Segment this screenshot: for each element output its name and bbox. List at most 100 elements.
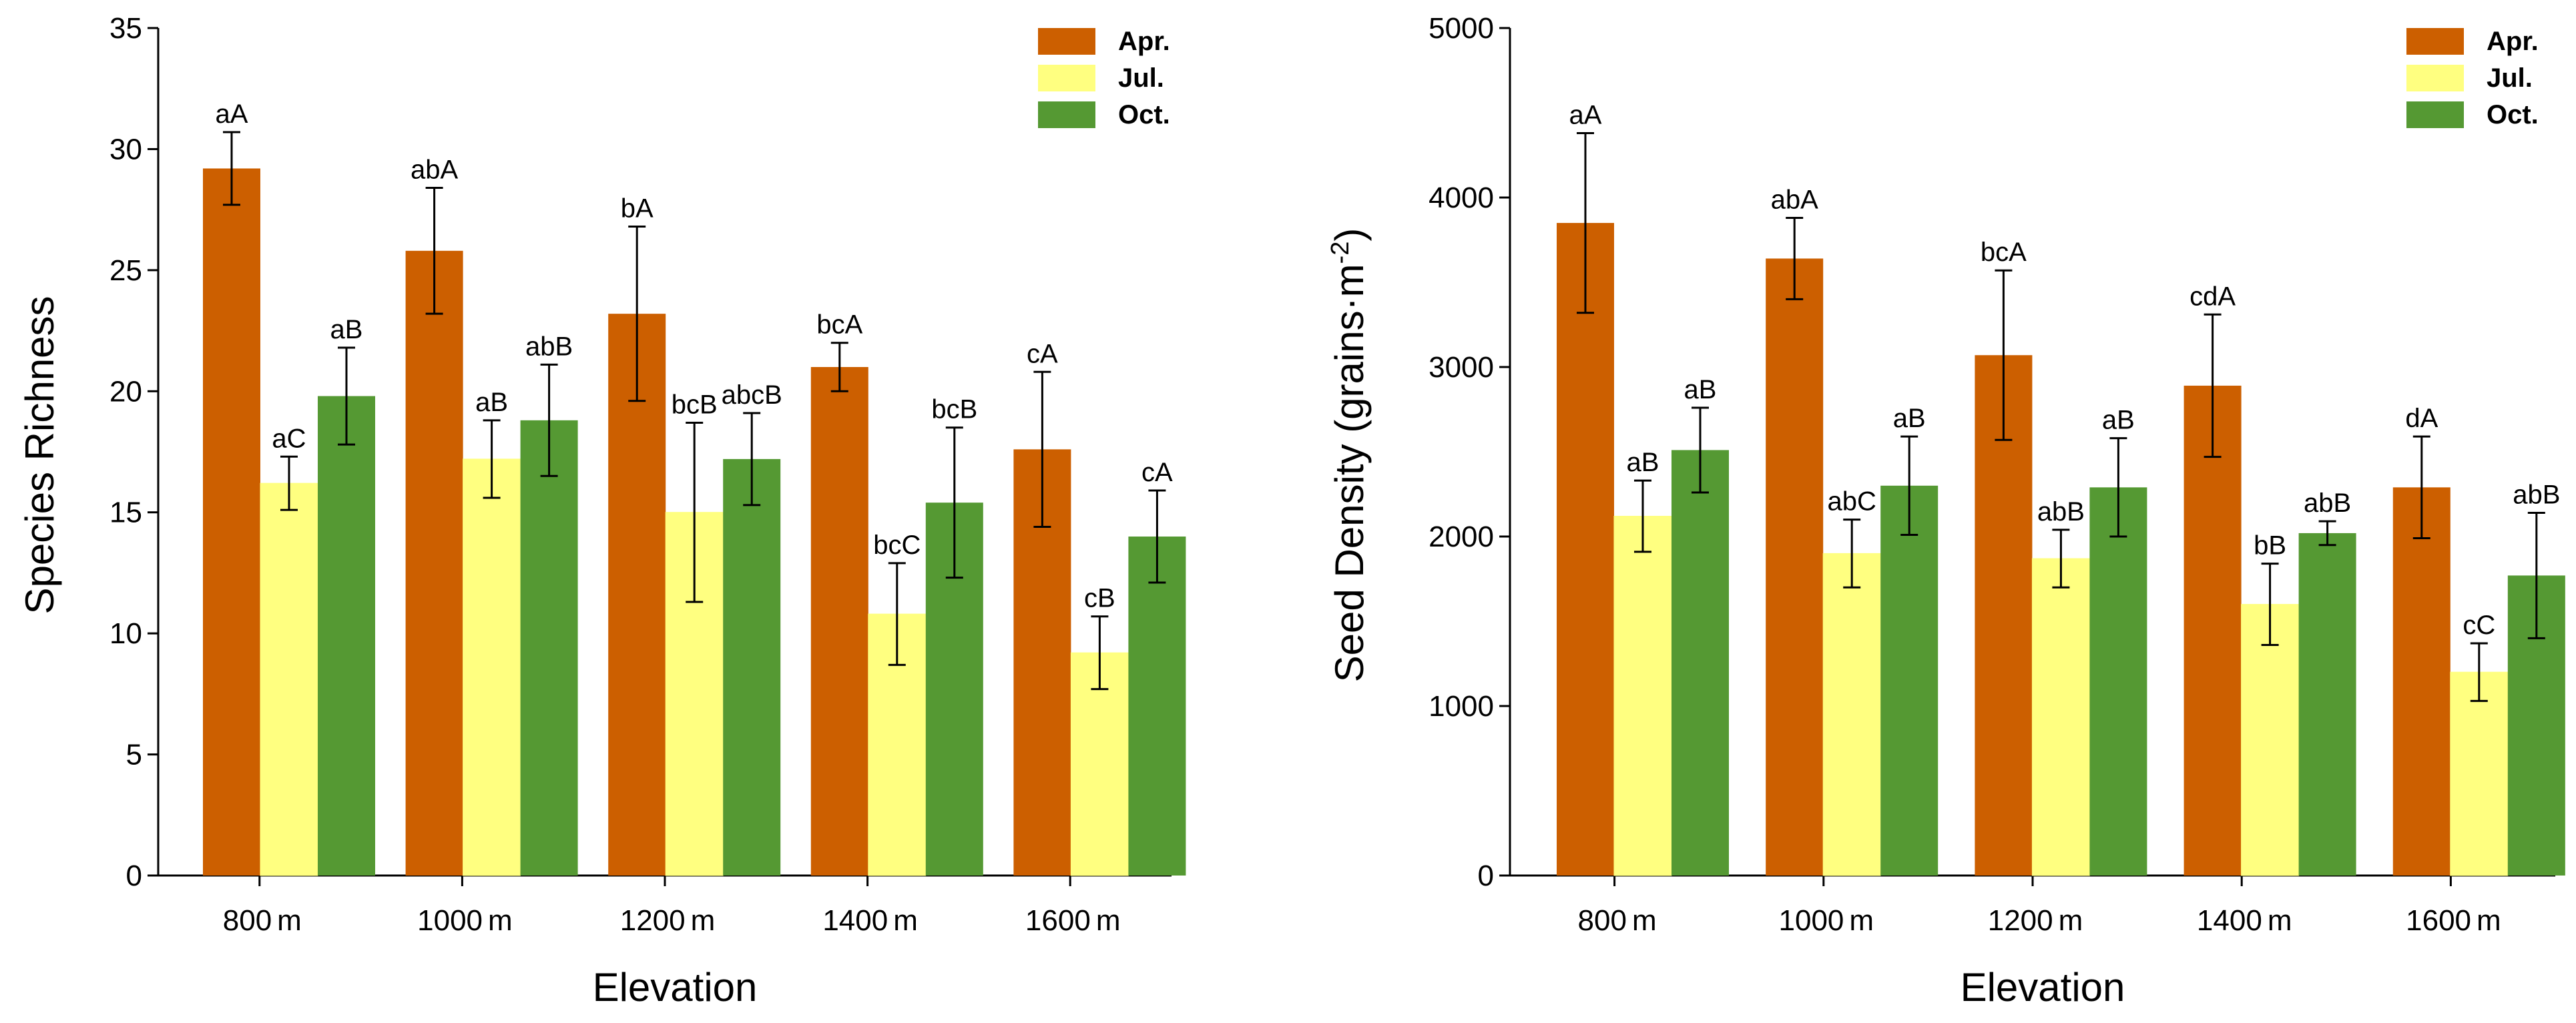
x-tick-label: 1000 m bbox=[417, 904, 513, 937]
significance-label: aB bbox=[330, 315, 363, 344]
significance-label: abB bbox=[2513, 480, 2560, 509]
x-tick-unit: m bbox=[2059, 904, 2083, 937]
chart-2: 0 1000 2000 3000 4000 5000 Seed Density (grain… bbox=[1326, 12, 2565, 1010]
legend-swatch bbox=[1038, 28, 1095, 55]
x-tick-label: 1600 m bbox=[1025, 904, 1121, 937]
significance-label: abB bbox=[525, 332, 573, 361]
bar-apr bbox=[810, 367, 868, 876]
y-tick-label: 5000 bbox=[1429, 12, 1494, 45]
x-tick-value: 1200 bbox=[620, 904, 686, 937]
bar-jul bbox=[2031, 558, 2090, 876]
bar-jul bbox=[1613, 516, 1672, 876]
chart-1: 0 5 10 15 20 25 30 35 Species Richness Elevation 8… bbox=[17, 12, 1186, 1010]
y-tick-label: 5 bbox=[126, 739, 142, 771]
significance-label: abB bbox=[2304, 488, 2351, 518]
y-tick-label: 15 bbox=[109, 496, 142, 529]
y-tick-label: 30 bbox=[109, 133, 142, 165]
significance-label: dA bbox=[2405, 404, 2438, 433]
bar-jul bbox=[260, 482, 318, 876]
x-tick-label: 1400 m bbox=[822, 904, 918, 937]
x-tick-value: 1000 bbox=[1779, 904, 1844, 937]
x-tick-value: 800 bbox=[1578, 904, 1627, 937]
bar-apr bbox=[203, 168, 260, 876]
significance-label: aC bbox=[272, 424, 306, 453]
legend-label: Jul. bbox=[1118, 63, 1164, 93]
legend-label: Jul. bbox=[2487, 63, 2533, 93]
significance-label: abA bbox=[1771, 185, 1818, 214]
significance-label: aB bbox=[1627, 448, 1659, 477]
significance-label: bcA bbox=[816, 310, 862, 340]
x-tick-unit: m bbox=[2268, 904, 2292, 937]
bar-apr bbox=[405, 250, 463, 876]
y-axis-title-text: Seed Density (grains·m bbox=[1327, 264, 1372, 682]
x-axis-title: Elevation bbox=[593, 965, 758, 1010]
y-tick-label: 10 bbox=[109, 617, 142, 650]
significance-label: cA bbox=[1027, 339, 1058, 368]
bar-jul bbox=[1822, 553, 1881, 876]
significance-label: aB bbox=[1684, 375, 1717, 404]
bar-oct bbox=[520, 420, 578, 876]
bar-oct bbox=[1128, 537, 1186, 876]
significance-label: abC bbox=[1828, 487, 1876, 517]
x-tick-unit: m bbox=[691, 904, 716, 937]
x-tick-unit: m bbox=[277, 904, 302, 937]
x-tick-value: 1000 bbox=[417, 904, 483, 937]
bar-apr bbox=[608, 314, 666, 876]
y-tick-label: 3000 bbox=[1429, 351, 1494, 384]
significance-label: cB bbox=[1084, 584, 1115, 613]
significance-label: cC bbox=[2463, 611, 2495, 640]
y-tick-label: 20 bbox=[109, 375, 142, 408]
legend-label: Apr. bbox=[2487, 27, 2539, 56]
bar-jul bbox=[463, 458, 521, 876]
legend-swatch bbox=[2406, 65, 2464, 91]
legend-label: Oct. bbox=[1118, 100, 1170, 129]
bar-oct bbox=[318, 396, 375, 876]
legend-swatch bbox=[1038, 65, 1095, 91]
significance-label: bA bbox=[621, 194, 654, 224]
bar-oct bbox=[2089, 487, 2147, 876]
bar-oct bbox=[2298, 533, 2356, 876]
significance-label: cA bbox=[1141, 458, 1173, 487]
legend-swatch bbox=[1038, 101, 1095, 128]
x-tick-unit: m bbox=[1632, 904, 1657, 937]
y-tick-label: 25 bbox=[109, 254, 142, 287]
y-tick-label: 4000 bbox=[1429, 182, 1494, 214]
significance-label: bB bbox=[2254, 531, 2286, 561]
x-tick-label: 800 m bbox=[223, 904, 302, 937]
significance-label: abB bbox=[2037, 497, 2085, 527]
significance-label: bcB bbox=[672, 390, 718, 419]
x-tick-unit: m bbox=[2477, 904, 2501, 937]
bar-jul bbox=[2450, 671, 2509, 876]
bar-oct bbox=[1880, 485, 1939, 876]
x-tick-value: 1400 bbox=[2197, 904, 2262, 937]
y-axis-title: Seed Density (grains·m-2) bbox=[1326, 228, 1372, 683]
y-tick-label: 0 bbox=[126, 860, 142, 892]
x-tick-unit: m bbox=[1096, 904, 1121, 937]
x-tick-value: 1600 bbox=[1025, 904, 1091, 937]
legend-label: Oct. bbox=[2487, 100, 2539, 129]
y-tick-label: 1000 bbox=[1429, 690, 1494, 723]
bar-apr bbox=[1975, 355, 2033, 876]
x-tick-label: 800 m bbox=[1578, 904, 1657, 937]
y-axis-title: Species Richness bbox=[17, 296, 62, 615]
x-tick-label: 1400 m bbox=[2197, 904, 2292, 937]
x-tick-value: 1200 bbox=[1988, 904, 2053, 937]
legend-swatch bbox=[2406, 28, 2464, 55]
significance-label: aA bbox=[216, 99, 248, 129]
y-axis-title-superscript: -2 bbox=[1326, 242, 1354, 264]
bar-jul bbox=[2241, 604, 2300, 876]
x-tick-value: 1600 bbox=[2406, 904, 2471, 937]
significance-label: bcA bbox=[1981, 238, 2027, 267]
y-axis-title-text: Species Richness bbox=[17, 296, 62, 615]
y-tick-label: 0 bbox=[1478, 860, 1494, 892]
y-axis-title-close: ) bbox=[1327, 228, 1372, 242]
x-axis-title: Elevation bbox=[1961, 965, 2125, 1010]
x-tick-label: 1600 m bbox=[2406, 904, 2501, 937]
bar-apr bbox=[2392, 487, 2451, 876]
x-tick-label: 1200 m bbox=[1988, 904, 2083, 937]
significance-label: aB bbox=[1893, 404, 1926, 433]
bar-oct bbox=[723, 458, 781, 876]
legend-label: Apr. bbox=[1118, 27, 1170, 56]
